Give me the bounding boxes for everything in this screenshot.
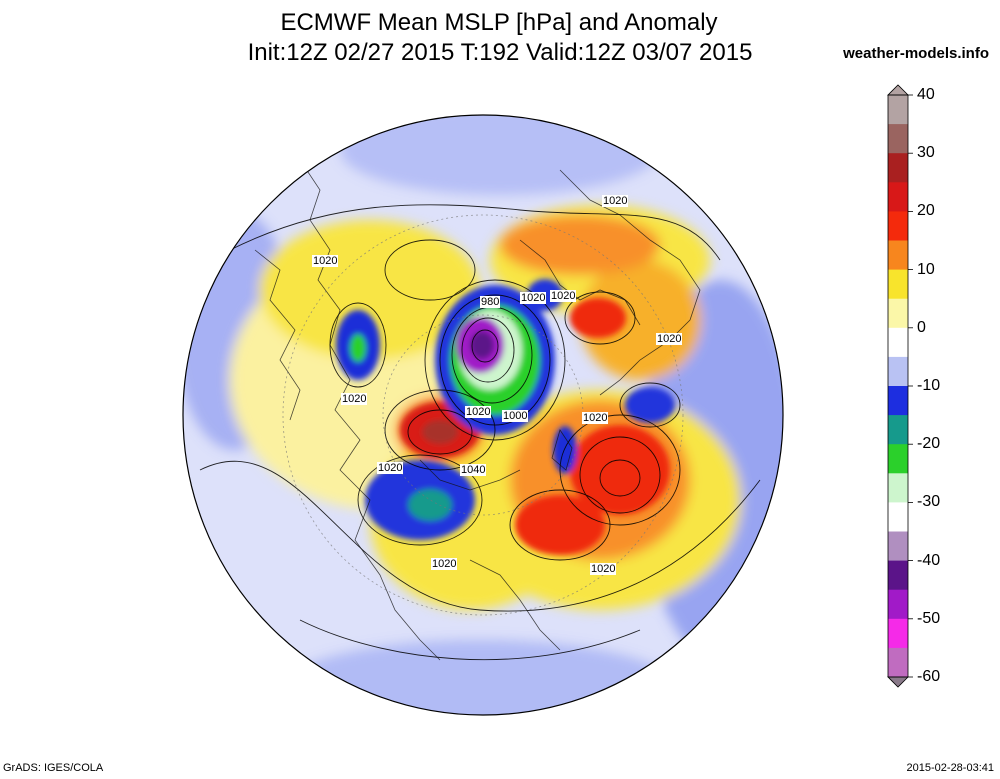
footer-timestamp: 2015-02-28-03:41 <box>906 762 994 774</box>
colorbar-band <box>888 124 908 154</box>
chart-title: ECMWF Mean MSLP [hPa] and Anomaly <box>280 9 718 36</box>
colorbar-band <box>888 327 908 358</box>
isobar-label: 1020 <box>377 462 404 474</box>
colorbar-tick-label: 0 <box>917 318 926 336</box>
isobars <box>199 204 761 661</box>
isobar-label: 1020 <box>590 563 617 575</box>
isobar-label: 1020 <box>656 333 683 345</box>
chart-subtitle: Init:12Z 02/27 2015 T:192 Valid:12Z 03/0… <box>247 39 753 66</box>
isobar-label: 1000 <box>502 410 529 422</box>
isobar-label: 1020 <box>465 406 492 418</box>
isobar-label: 1020 <box>312 255 339 267</box>
atlantic-high-core-2 <box>515 495 605 555</box>
isobar-label: 1020 <box>602 195 629 207</box>
isobar-label: 1020 <box>582 412 609 424</box>
colorbar-tick-label: 30 <box>917 144 935 162</box>
colorbar-band <box>888 269 908 300</box>
colorbar-band <box>888 618 908 649</box>
north-orange-anomaly <box>500 215 660 275</box>
coastlines <box>254 159 701 661</box>
pacific-low-green <box>350 334 366 362</box>
colorbar-band <box>888 95 908 125</box>
siberia-high-center <box>422 420 458 444</box>
colorbar-bottom-arrow <box>887 676 909 688</box>
source-label: weather-models.info <box>843 45 989 62</box>
colorbar-top-arrow <box>887 84 909 96</box>
isobar-label: 1020 <box>341 393 368 405</box>
colorbar-band <box>888 240 908 271</box>
isobar-label: 1020 <box>550 290 577 302</box>
colorbar-tick-label: -40 <box>917 551 941 569</box>
colorbar-band <box>888 502 908 532</box>
atlantic-high-core <box>570 425 670 515</box>
colorbar-band <box>888 182 908 212</box>
isobar-label: 1020 <box>431 558 458 570</box>
colorbar-band <box>888 386 908 416</box>
colorbar-tick-label: 10 <box>917 260 935 278</box>
colorbar-tick-label: -20 <box>917 435 941 453</box>
arctic-low-dark <box>470 331 494 359</box>
atlantic-low <box>625 387 675 423</box>
colorbar-tick-label: 40 <box>917 86 935 103</box>
isobar-label: 980 <box>480 296 501 308</box>
anomaly-field <box>183 115 783 715</box>
colorbar-tick-label: -30 <box>917 493 941 511</box>
footer-credit: GrADS: IGES/COLA <box>3 762 104 774</box>
america-high-core <box>570 298 626 338</box>
colorbar-band <box>888 298 908 329</box>
colorbar-band <box>888 444 908 474</box>
colorbar-band <box>888 647 908 678</box>
colorbar-band <box>888 560 908 591</box>
map-border <box>182 114 784 716</box>
colorbar-tick-label: -50 <box>917 609 941 627</box>
isobar-label: 1040 <box>460 464 487 476</box>
colorbar-band <box>888 589 908 620</box>
colorbar-band <box>888 356 908 387</box>
colorbar-band <box>888 211 908 241</box>
america-positive-anomaly <box>580 260 700 380</box>
colorbar-tick-label: 20 <box>917 202 935 220</box>
colorbar-tick-label: -10 <box>917 377 941 394</box>
isobar-label: 1020 <box>520 292 547 304</box>
colorbar-band <box>888 415 908 445</box>
colorbar-tick-label: -60 <box>917 668 941 685</box>
colorbar-band <box>888 153 908 183</box>
colorbar-band <box>888 473 908 503</box>
colorbar-band <box>888 531 908 562</box>
asia-low-green <box>408 489 452 521</box>
south-negative-anomaly <box>280 640 680 715</box>
